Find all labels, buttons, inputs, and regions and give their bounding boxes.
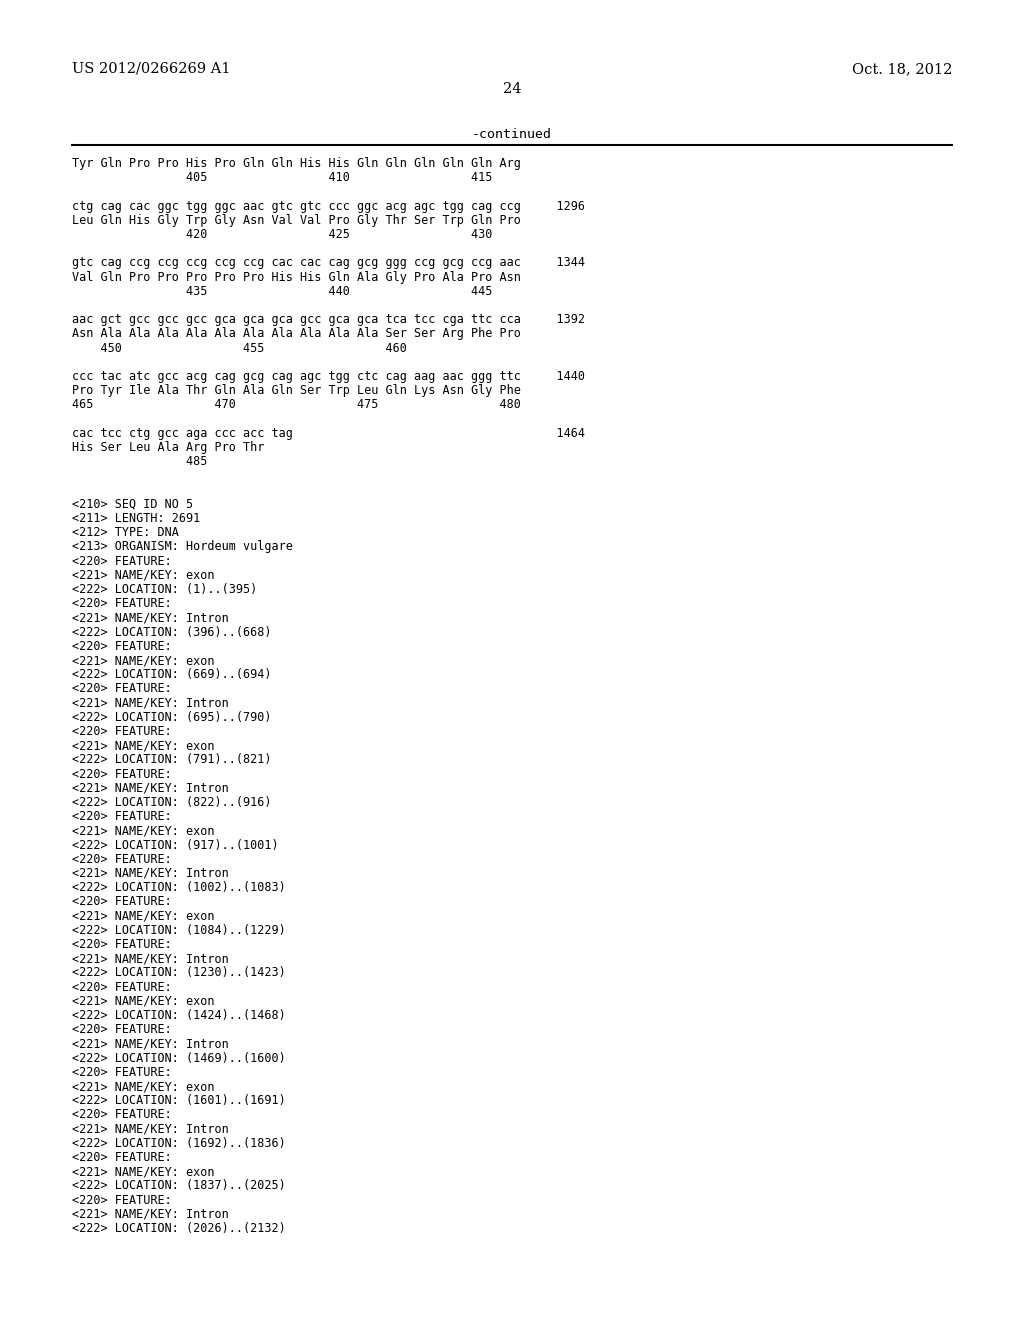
Text: <222> LOCATION: (1692)..(1836): <222> LOCATION: (1692)..(1836) bbox=[72, 1137, 286, 1150]
Text: <220> FEATURE:: <220> FEATURE: bbox=[72, 1023, 172, 1036]
Text: <221> NAME/KEY: exon: <221> NAME/KEY: exon bbox=[72, 1166, 214, 1179]
Text: <221> NAME/KEY: Intron: <221> NAME/KEY: Intron bbox=[72, 1122, 228, 1135]
Text: <220> FEATURE:: <220> FEATURE: bbox=[72, 895, 172, 908]
Text: <220> FEATURE:: <220> FEATURE: bbox=[72, 1151, 172, 1164]
Text: US 2012/0266269 A1: US 2012/0266269 A1 bbox=[72, 62, 230, 77]
Text: <222> LOCATION: (695)..(790): <222> LOCATION: (695)..(790) bbox=[72, 710, 271, 723]
Text: <222> LOCATION: (2026)..(2132): <222> LOCATION: (2026)..(2132) bbox=[72, 1222, 286, 1236]
Text: <220> FEATURE:: <220> FEATURE: bbox=[72, 853, 172, 866]
Text: <210> SEQ ID NO 5: <210> SEQ ID NO 5 bbox=[72, 498, 194, 511]
Text: His Ser Leu Ala Arg Pro Thr: His Ser Leu Ala Arg Pro Thr bbox=[72, 441, 264, 454]
Text: <220> FEATURE:: <220> FEATURE: bbox=[72, 640, 172, 653]
Text: <221> NAME/KEY: Intron: <221> NAME/KEY: Intron bbox=[72, 952, 228, 965]
Text: <221> NAME/KEY: exon: <221> NAME/KEY: exon bbox=[72, 739, 214, 752]
Text: <221> NAME/KEY: Intron: <221> NAME/KEY: Intron bbox=[72, 1208, 228, 1221]
Text: 435                 440                 445: 435 440 445 bbox=[72, 285, 493, 298]
Text: 24: 24 bbox=[503, 82, 521, 96]
Text: <220> FEATURE:: <220> FEATURE: bbox=[72, 554, 172, 568]
Text: Leu Gln His Gly Trp Gly Asn Val Val Pro Gly Thr Ser Trp Gln Pro: Leu Gln His Gly Trp Gly Asn Val Val Pro … bbox=[72, 214, 521, 227]
Text: Oct. 18, 2012: Oct. 18, 2012 bbox=[852, 62, 952, 77]
Text: ctg cag cac ggc tgg ggc aac gtc gtc ccc ggc acg agc tgg cag ccg     1296: ctg cag cac ggc tgg ggc aac gtc gtc ccc … bbox=[72, 199, 585, 213]
Text: <220> FEATURE:: <220> FEATURE: bbox=[72, 1193, 172, 1206]
Text: Asn Ala Ala Ala Ala Ala Ala Ala Ala Ala Ala Ser Ser Arg Phe Pro: Asn Ala Ala Ala Ala Ala Ala Ala Ala Ala … bbox=[72, 327, 521, 341]
Text: <220> FEATURE:: <220> FEATURE: bbox=[72, 725, 172, 738]
Text: <221> NAME/KEY: exon: <221> NAME/KEY: exon bbox=[72, 653, 214, 667]
Text: <222> LOCATION: (822)..(916): <222> LOCATION: (822)..(916) bbox=[72, 796, 271, 809]
Text: -continued: -continued bbox=[472, 128, 552, 141]
Text: 420                 425                 430: 420 425 430 bbox=[72, 228, 493, 242]
Text: <220> FEATURE:: <220> FEATURE: bbox=[72, 939, 172, 950]
Text: <222> LOCATION: (1)..(395): <222> LOCATION: (1)..(395) bbox=[72, 583, 257, 597]
Text: cac tcc ctg gcc aga ccc acc tag                                     1464: cac tcc ctg gcc aga ccc acc tag 1464 bbox=[72, 426, 585, 440]
Text: gtc cag ccg ccg ccg ccg ccg cac cac cag gcg ggg ccg gcg ccg aac     1344: gtc cag ccg ccg ccg ccg ccg cac cac cag … bbox=[72, 256, 585, 269]
Text: <221> NAME/KEY: Intron: <221> NAME/KEY: Intron bbox=[72, 1038, 228, 1051]
Text: <221> NAME/KEY: exon: <221> NAME/KEY: exon bbox=[72, 1080, 214, 1093]
Text: Tyr Gln Pro Pro His Pro Gln Gln His His Gln Gln Gln Gln Gln Arg: Tyr Gln Pro Pro His Pro Gln Gln His His … bbox=[72, 157, 521, 170]
Text: <220> FEATURE:: <220> FEATURE: bbox=[72, 981, 172, 994]
Text: <221> NAME/KEY: exon: <221> NAME/KEY: exon bbox=[72, 909, 214, 923]
Text: <221> NAME/KEY: exon: <221> NAME/KEY: exon bbox=[72, 825, 214, 837]
Text: <220> FEATURE:: <220> FEATURE: bbox=[72, 810, 172, 824]
Text: <220> FEATURE:: <220> FEATURE: bbox=[72, 1065, 172, 1078]
Text: <222> LOCATION: (396)..(668): <222> LOCATION: (396)..(668) bbox=[72, 626, 271, 639]
Text: <222> LOCATION: (791)..(821): <222> LOCATION: (791)..(821) bbox=[72, 754, 271, 767]
Text: 450                 455                 460: 450 455 460 bbox=[72, 342, 407, 355]
Text: <221> NAME/KEY: Intron: <221> NAME/KEY: Intron bbox=[72, 867, 228, 880]
Text: <222> LOCATION: (1601)..(1691): <222> LOCATION: (1601)..(1691) bbox=[72, 1094, 286, 1107]
Text: <222> LOCATION: (1230)..(1423): <222> LOCATION: (1230)..(1423) bbox=[72, 966, 286, 979]
Text: 405                 410                 415: 405 410 415 bbox=[72, 172, 493, 185]
Text: <213> ORGANISM: Hordeum vulgare: <213> ORGANISM: Hordeum vulgare bbox=[72, 540, 293, 553]
Text: <222> LOCATION: (1469)..(1600): <222> LOCATION: (1469)..(1600) bbox=[72, 1052, 286, 1065]
Text: <211> LENGTH: 2691: <211> LENGTH: 2691 bbox=[72, 512, 201, 525]
Text: <222> LOCATION: (669)..(694): <222> LOCATION: (669)..(694) bbox=[72, 668, 271, 681]
Text: Pro Tyr Ile Ala Thr Gln Ala Gln Ser Trp Leu Gln Lys Asn Gly Phe: Pro Tyr Ile Ala Thr Gln Ala Gln Ser Trp … bbox=[72, 384, 521, 397]
Text: <220> FEATURE:: <220> FEATURE: bbox=[72, 597, 172, 610]
Text: <222> LOCATION: (1837)..(2025): <222> LOCATION: (1837)..(2025) bbox=[72, 1179, 286, 1192]
Text: aac gct gcc gcc gcc gca gca gca gcc gca gca tca tcc cga ttc cca     1392: aac gct gcc gcc gcc gca gca gca gcc gca … bbox=[72, 313, 585, 326]
Text: <221> NAME/KEY: exon: <221> NAME/KEY: exon bbox=[72, 569, 214, 582]
Text: <222> LOCATION: (917)..(1001): <222> LOCATION: (917)..(1001) bbox=[72, 838, 279, 851]
Text: Val Gln Pro Pro Pro Pro Pro His His Gln Ala Gly Pro Ala Pro Asn: Val Gln Pro Pro Pro Pro Pro His His Gln … bbox=[72, 271, 521, 284]
Text: <221> NAME/KEY: Intron: <221> NAME/KEY: Intron bbox=[72, 781, 228, 795]
Text: 465                 470                 475                 480: 465 470 475 480 bbox=[72, 399, 521, 412]
Text: <222> LOCATION: (1424)..(1468): <222> LOCATION: (1424)..(1468) bbox=[72, 1008, 286, 1022]
Text: 485: 485 bbox=[72, 455, 208, 469]
Text: <222> LOCATION: (1084)..(1229): <222> LOCATION: (1084)..(1229) bbox=[72, 924, 286, 937]
Text: <220> FEATURE:: <220> FEATURE: bbox=[72, 1109, 172, 1122]
Text: <221> NAME/KEY: Intron: <221> NAME/KEY: Intron bbox=[72, 697, 228, 710]
Text: <220> FEATURE:: <220> FEATURE: bbox=[72, 682, 172, 696]
Text: <212> TYPE: DNA: <212> TYPE: DNA bbox=[72, 527, 179, 539]
Text: ccc tac atc gcc acg cag gcg cag agc tgg ctc cag aag aac ggg ttc     1440: ccc tac atc gcc acg cag gcg cag agc tgg … bbox=[72, 370, 585, 383]
Text: <220> FEATURE:: <220> FEATURE: bbox=[72, 768, 172, 780]
Text: <222> LOCATION: (1002)..(1083): <222> LOCATION: (1002)..(1083) bbox=[72, 882, 286, 894]
Text: <221> NAME/KEY: exon: <221> NAME/KEY: exon bbox=[72, 995, 214, 1007]
Text: <221> NAME/KEY: Intron: <221> NAME/KEY: Intron bbox=[72, 611, 228, 624]
